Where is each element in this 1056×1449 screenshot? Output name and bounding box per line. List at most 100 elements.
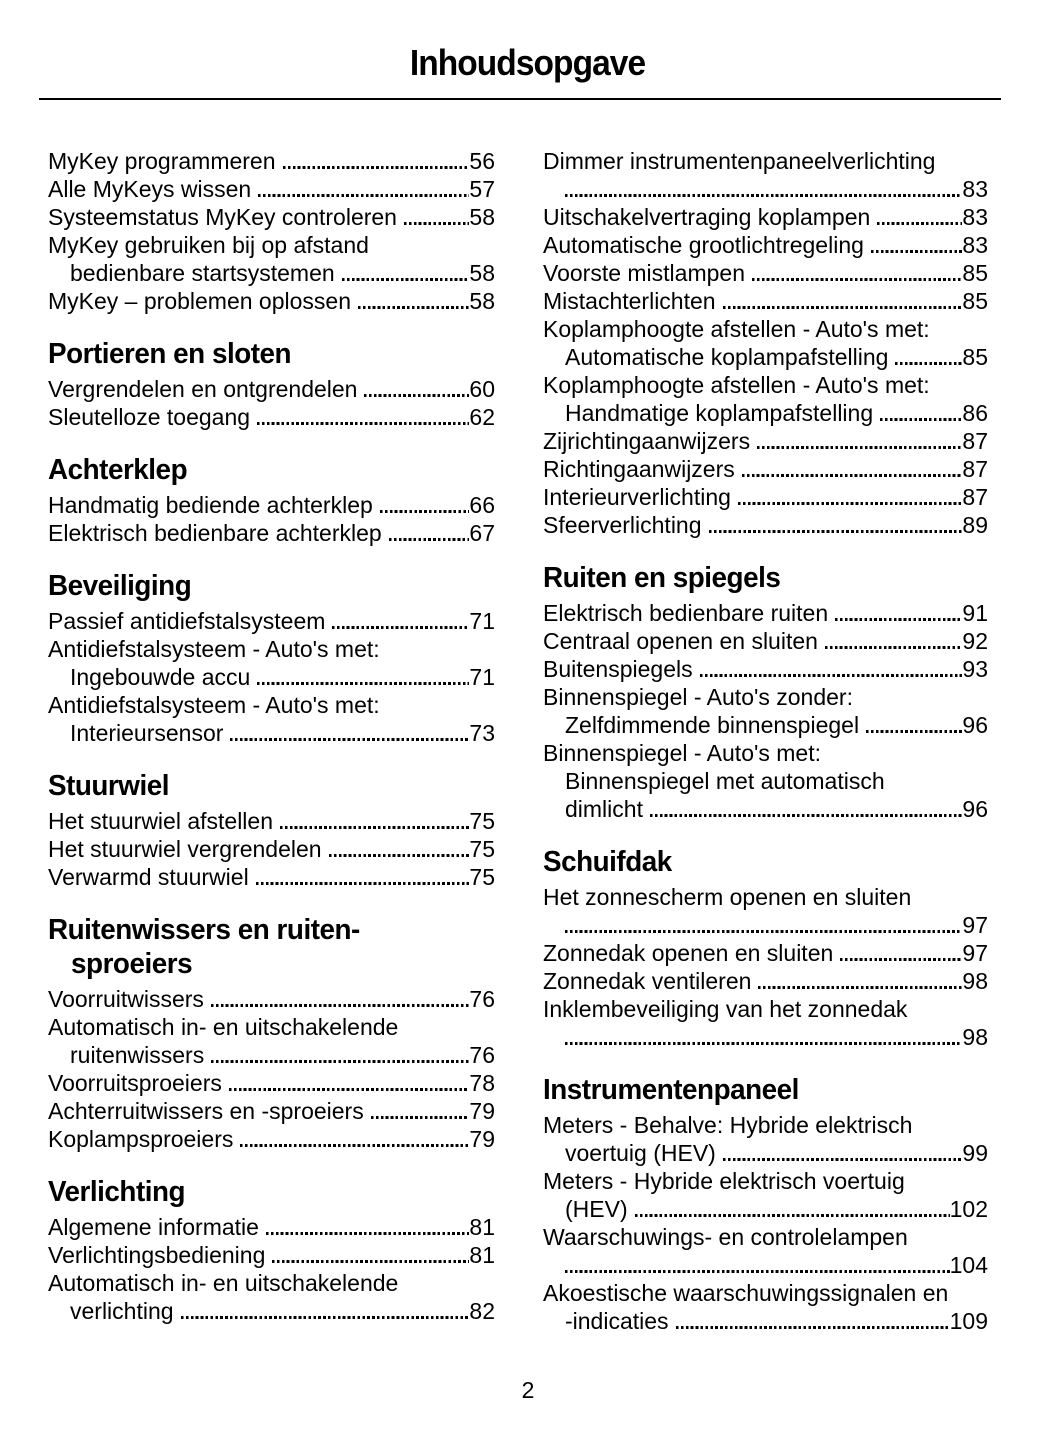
toc-entry-page: 56 xyxy=(469,148,495,174)
toc-entry: Voorruitwissers 76 xyxy=(48,985,495,1013)
toc-entry-page: 97 xyxy=(962,912,988,938)
toc-entry-page: 67 xyxy=(469,520,495,546)
toc-entry: Zonnedak ventileren 98 xyxy=(543,967,988,995)
toc-entry-label: Sfeerverlichting xyxy=(543,512,702,538)
dot-leader xyxy=(370,1116,470,1119)
dot-leader xyxy=(265,1232,470,1235)
toc-entry: Centraal openen en sluiten 92 xyxy=(543,627,988,655)
toc-entry-page: 71 xyxy=(469,664,495,690)
toc-entry: Verwarmd stuurwiel 75 xyxy=(48,863,495,891)
toc-entry-page: 58 xyxy=(469,260,495,286)
toc-entry-label: Voorruitwissers xyxy=(48,986,204,1012)
page-number: 2 xyxy=(521,1377,535,1403)
toc-entry-page: 98 xyxy=(962,1024,988,1050)
toc-entry: Algemene informatie 81 xyxy=(48,1213,495,1241)
toc-entry: Akoestische waarschuwingssignalen en -ind… xyxy=(543,1279,988,1335)
toc-entry-label: Verwarmd stuurwiel xyxy=(48,864,249,890)
section-heading: Beveiliging xyxy=(48,570,192,602)
dot-leader xyxy=(835,618,963,621)
section-heading: Instrumentenpaneel xyxy=(543,1074,799,1106)
toc-entry: Interieurverlichting 87 xyxy=(543,483,988,511)
dot-leader xyxy=(257,682,470,685)
toc-entry-label: Binnenspiegel met automatisch xyxy=(565,768,885,794)
toc-entry-label: Achterruitwissers en -sproeiers xyxy=(48,1098,364,1124)
dot-leader xyxy=(258,194,470,197)
dot-leader xyxy=(328,854,470,857)
toc-entry-label: Voorruitsproeiers xyxy=(48,1070,222,1096)
toc-entry-label: Automatisch in- en uitschakelende xyxy=(48,1270,399,1296)
toc-entry: Meters - Hybride elektrisch voertuig (HEV… xyxy=(543,1167,988,1223)
toc-entry-label: Koplamphoogte afstellen - Auto's met: xyxy=(543,316,930,342)
toc-entry-page: 83 xyxy=(962,176,988,202)
toc-entry-page: 83 xyxy=(962,232,988,258)
toc-entry-page: 66 xyxy=(469,492,495,518)
dot-leader xyxy=(364,394,470,397)
dot-leader xyxy=(751,278,963,281)
toc-entry-page: 96 xyxy=(962,796,988,822)
toc-entry-label: Voorste mistlampen xyxy=(543,260,745,286)
toc-entry-label: Zelfdimmende binnenspiegel xyxy=(565,712,860,738)
toc-entry: Inklembeveiliging van het zonnedak 98 xyxy=(543,995,988,1051)
toc-entry: Voorruitsproeiers 78 xyxy=(48,1069,495,1097)
toc-entry-page: 73 xyxy=(469,720,495,746)
section-heading: Ruiten en spiegels xyxy=(543,562,781,594)
toc-entry-label: Koplamphoogte afstellen - Auto's met: xyxy=(543,372,930,398)
toc-entry: Elektrisch bedienbare achterklep 67 xyxy=(48,519,495,547)
dot-leader xyxy=(699,674,963,677)
toc-entry-page: 58 xyxy=(469,288,495,314)
toc-entry-label: Uitschakelvertraging koplampen xyxy=(543,204,871,230)
dot-leader xyxy=(758,986,963,989)
toc-entry-label: Waarschuwings- en controlelampen xyxy=(543,1224,908,1250)
toc-entry-label: (HEV) xyxy=(565,1196,628,1222)
toc-entry-label: Verlichtingsbediening xyxy=(48,1242,266,1268)
page-header: Inhoudsopgave xyxy=(0,0,1056,100)
dot-leader xyxy=(840,958,963,961)
toc-entry-label: Zijrichtingaanwijzers xyxy=(543,428,751,454)
toc-entry-page: 75 xyxy=(469,836,495,862)
toc-entry: Antidiefstalsysteem - Auto's met: Interie… xyxy=(48,691,495,747)
dot-leader xyxy=(230,738,470,741)
toc-entry: Koplamphoogte afstellen - Auto's met: Aut… xyxy=(543,315,988,371)
toc-entry: Elektrisch bedienbare ruiten 91 xyxy=(543,599,988,627)
toc: MyKey programmeren 56 Alle MyKeys wissen 57… xyxy=(0,100,1056,1335)
section-heading: Portieren en sloten xyxy=(48,338,292,370)
dot-leader xyxy=(634,1214,950,1217)
toc-entry-label: Interieurverlichting xyxy=(543,484,731,510)
toc-entry-label: Het stuurwiel vergrendelen xyxy=(48,836,322,862)
toc-entry-label: Antidiefstalsysteem - Auto's met: xyxy=(48,692,380,718)
dot-leader xyxy=(358,306,470,309)
toc-entry: Verlichtingsbediening 81 xyxy=(48,1241,495,1269)
toc-entry: Systeemstatus MyKey controleren 58 xyxy=(48,203,495,231)
section-heading: Schuifdak xyxy=(543,846,672,878)
dot-leader xyxy=(737,502,963,505)
dot-leader xyxy=(211,1060,470,1063)
dot-leader xyxy=(895,362,963,365)
toc-entry: Buitenspiegels 93 xyxy=(543,655,988,683)
toc-entry-label: Automatisch in- en uitschakelende xyxy=(48,1014,399,1040)
toc-entry-label: Dimmer instrumentenpaneelverlichting xyxy=(543,148,936,174)
toc-entry-label: Meters - Behalve: Hybride elektrisch xyxy=(543,1112,913,1138)
toc-entry-label: Buitenspiegels xyxy=(543,656,693,682)
toc-entry-label: Handmatig bediende achterklep xyxy=(48,492,373,518)
toc-entry-label: Automatische grootlichtregeling xyxy=(543,232,864,258)
toc-entry-label: Het zonnescherm openen en sluiten xyxy=(543,884,912,910)
toc-entry-label: bedienbare startsystemen xyxy=(70,260,335,286)
toc-entry-page: 93 xyxy=(962,656,988,682)
toc-entry-label: dimlicht xyxy=(565,796,643,822)
dot-leader xyxy=(741,474,963,477)
page-title: Inhoudsopgave xyxy=(410,42,646,83)
toc-entry-label: verlichting xyxy=(70,1298,174,1324)
toc-entry-label: Elektrisch bedienbare ruiten xyxy=(543,600,829,626)
section-heading: Stuurwiel xyxy=(48,770,169,802)
header-rule xyxy=(39,98,1001,100)
dot-leader xyxy=(210,1004,470,1007)
toc-entry-page: 87 xyxy=(962,484,988,510)
dot-leader xyxy=(228,1088,470,1091)
toc-entry-page: 60 xyxy=(469,376,495,402)
toc-entry-label: Systeemstatus MyKey controleren xyxy=(48,204,397,230)
dot-leader xyxy=(180,1316,470,1319)
dot-leader xyxy=(675,1326,950,1329)
toc-entry: Meters - Behalve: Hybride elektrisch voer… xyxy=(543,1111,988,1167)
dot-leader xyxy=(403,222,470,225)
dot-leader xyxy=(565,1270,950,1273)
